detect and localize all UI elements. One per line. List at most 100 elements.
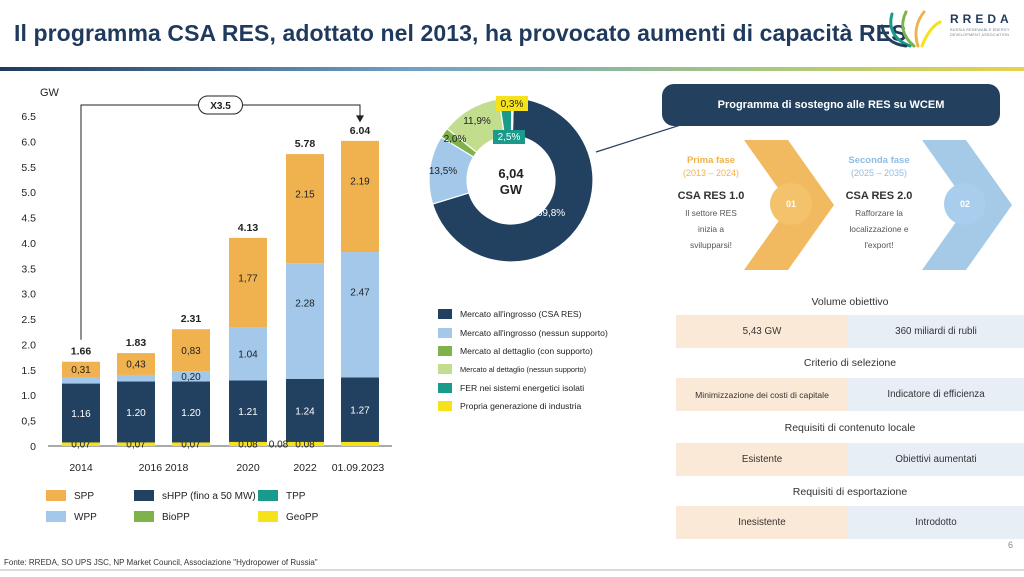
table-category-volume: Volume obiettivo	[811, 296, 889, 308]
x-tick-label: 2020	[236, 462, 260, 474]
page-number: 6	[1008, 540, 1014, 550]
donut-legend-item: FER nei sistemi energetici isolati	[438, 379, 608, 397]
phase2-name: CSA RES 2.0	[845, 190, 913, 202]
phase1-title: Prima fase	[686, 155, 736, 166]
donut-legend-item: Mercato al dettaglio (con supporto)	[438, 342, 608, 360]
donut-legend-label: Propria generazione di industria	[460, 401, 582, 412]
y-tick-label: 3.5	[21, 263, 36, 275]
phase2-years: (2025 – 2035)	[850, 168, 908, 178]
donut-slice-label: 0,3%	[501, 99, 524, 110]
bar-segment-shpp	[341, 377, 379, 442]
donut-slice-label: 69,8%	[537, 208, 565, 219]
donut-label-box	[493, 130, 525, 144]
legend-label: BioPP	[162, 512, 190, 523]
donut-legend-label: Mercato al dettaglio (nessun supporto)	[460, 364, 587, 374]
phase2-block: Seconda fase (2025 – 2035) CSA RES 2.0 R…	[836, 154, 922, 253]
capacity-bar-chart: GW 0 0,5 1.0 1.5 2.0 2.5 3.0 3.5 4.0 4.5 5.0 5.5 6.0 6…	[21, 87, 392, 523]
bar-segment-spp	[62, 361, 100, 378]
multiplier-badge	[198, 95, 243, 115]
donut-legend-label: Mercato all'ingrosso (CSA RES)	[460, 309, 582, 320]
header-stripe	[0, 67, 1024, 71]
bar-value-label: 0,31	[71, 365, 91, 376]
legend-swatch	[134, 490, 154, 501]
table-cell-phase1-export: Inesistente	[676, 506, 848, 539]
bar-value-label: 2.47	[350, 288, 370, 299]
y-tick-label: 0,5	[21, 416, 36, 428]
bar-value-label: 1.16	[71, 409, 91, 420]
donut-legend-item: Propria generazione di industria	[438, 397, 608, 415]
y-axis-label: GW	[40, 87, 60, 99]
bar-value-label: 1.21	[238, 407, 258, 418]
bar-value-label: 0,07	[71, 440, 91, 451]
y-tick-label: 2.5	[21, 314, 36, 326]
table-cell-phase1-selection: Minimizzazione dei costi di capitale	[676, 378, 848, 411]
program-header: Programma di sostegno alle RES su WCEM	[662, 84, 1000, 126]
table-category-local-content: Requisiti di contenuto locale	[784, 422, 916, 434]
phase1-desc-line: inizia a	[697, 224, 725, 234]
bar-value-label: 2.28	[295, 299, 315, 310]
bar-segment-wpp	[62, 377, 100, 384]
x-tick-label: 2022	[293, 462, 317, 474]
x-tick-label: 2016 2018	[139, 462, 189, 474]
phase1-block: Prima fase (2013 – 2024) CSA RES 1.0 Il …	[666, 154, 756, 253]
phase1-desc-line: svilupparsi!	[690, 240, 732, 250]
y-tick-label: 3.0	[21, 289, 36, 301]
bar-value-label: 1.24	[295, 406, 315, 417]
bar-total-label: 2.31	[181, 313, 202, 325]
bar-value-label: 0.08	[295, 439, 315, 450]
logo-name: RREDA	[950, 12, 1013, 26]
bar-segment-shpp	[117, 381, 155, 443]
bar-value-label: 1,77	[238, 273, 258, 284]
donut-label-box	[496, 96, 528, 111]
bar-segment-geopp	[229, 441, 267, 446]
bar-segment-spp	[286, 154, 324, 264]
bar-value-label: 1.27	[350, 406, 370, 417]
y-tick-label: 5.0	[21, 187, 36, 199]
bar-value-label: 0,07	[181, 440, 201, 451]
legend-swatch	[46, 490, 66, 501]
bar-total-label: 4.13	[238, 222, 259, 234]
y-tick-label: 4.0	[21, 238, 36, 250]
legend-label: sHPP (fino a 50 MW)	[162, 491, 256, 502]
bar-segment-geopp	[117, 442, 155, 446]
bar-value-label: 0.08	[238, 439, 258, 450]
bar-value-label: 1.20	[181, 408, 201, 419]
bar-segment-wpp	[286, 263, 324, 379]
bar-segment-geopp	[172, 442, 210, 446]
phase2-title: Seconda fase	[848, 155, 910, 166]
donut-legend-item: Mercato all'ingrosso (nessun supporto)	[438, 323, 608, 341]
bar-segment-geopp	[62, 442, 100, 446]
bar-value-label: 0,83	[181, 346, 201, 357]
donut-slice-label: 11,9%	[463, 116, 491, 127]
donut-legend-swatch	[438, 364, 452, 375]
bar-segment-wpp	[341, 252, 379, 378]
donut-legend-swatch	[438, 382, 452, 393]
y-tick-label: 1.0	[21, 390, 36, 402]
phase2-badge: 02	[944, 183, 986, 225]
bar-value-label: 0,43	[126, 360, 146, 371]
bottom-rule	[0, 569, 1024, 571]
x-tick-label: 2014	[69, 462, 93, 474]
donut-legend-label: FER nei sistemi energetici isolati	[460, 382, 585, 393]
bar-segment-geopp	[341, 441, 379, 446]
legend-label: TPP	[286, 491, 306, 502]
bar-segment-shpp	[229, 380, 267, 442]
table-category-export: Requisiti di esportazione	[792, 486, 908, 498]
donut-legend-swatch	[438, 327, 452, 338]
table-cell-phase2-local-content: Obiettivi aumentati	[848, 443, 1024, 476]
donut-legend-swatch	[438, 309, 452, 320]
multiplier-label: X3.5	[210, 101, 231, 112]
y-tick-label: 1.5	[21, 365, 36, 377]
legend-label: GeoPP	[286, 512, 319, 523]
y-tick-label: 6.5	[21, 111, 36, 123]
legend-swatch	[258, 511, 278, 522]
bar-value-label: 0,07	[126, 440, 146, 451]
bar-value-label: 2.19	[350, 176, 370, 187]
donut-slice-label: 13,5%	[429, 166, 457, 177]
legend-swatch	[134, 511, 154, 522]
y-tick-label: 6.0	[21, 136, 36, 148]
legend-label: SPP	[74, 491, 94, 502]
legend-label: WPP	[74, 512, 97, 523]
bar-value-label: 1.20	[126, 408, 146, 419]
